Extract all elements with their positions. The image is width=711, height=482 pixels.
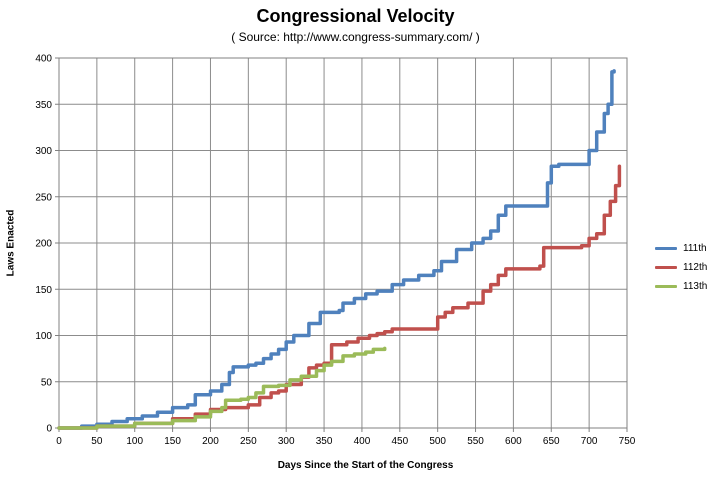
legend-swatch bbox=[655, 266, 677, 269]
legend-item-113th: 113th bbox=[655, 277, 707, 296]
x-tick-label: 500 bbox=[429, 436, 446, 447]
legend-label: 113th bbox=[683, 281, 708, 292]
x-tick-label: 600 bbox=[505, 436, 522, 447]
x-tick-label: 100 bbox=[126, 436, 143, 447]
x-tick-label: 700 bbox=[581, 436, 598, 447]
x-axis-label: Days Since the Start of the Congress bbox=[277, 460, 454, 471]
chart-title: Congressional Velocity bbox=[256, 6, 455, 26]
x-tick-label: 200 bbox=[202, 436, 219, 447]
y-tick-label: 350 bbox=[35, 100, 52, 111]
chart-subtitle: ( Source: http://www.congress-summary.co… bbox=[231, 30, 480, 44]
x-tick-label: 50 bbox=[91, 436, 103, 447]
x-tick-label: 0 bbox=[56, 436, 62, 447]
legend-label: 112th bbox=[683, 262, 708, 273]
legend-item-111th: 111th bbox=[655, 239, 707, 258]
y-tick-label: 0 bbox=[46, 424, 52, 435]
y-tick-label: 300 bbox=[35, 146, 52, 157]
legend-swatch bbox=[655, 247, 677, 250]
x-tick-label: 550 bbox=[467, 436, 484, 447]
legend-item-112th: 112th bbox=[655, 258, 707, 277]
y-tick-label: 250 bbox=[35, 192, 52, 203]
series-line-113th bbox=[57, 346, 387, 430]
x-tick-label: 150 bbox=[164, 436, 181, 447]
x-tick-label: 400 bbox=[354, 436, 371, 447]
series-line-111th bbox=[57, 69, 616, 430]
series-line-112th bbox=[57, 164, 622, 430]
y-tick-label: 400 bbox=[35, 54, 52, 65]
x-tick-label: 250 bbox=[240, 436, 257, 447]
x-tick-label: 750 bbox=[619, 436, 636, 447]
legend-swatch bbox=[655, 285, 677, 288]
x-tick-label: 350 bbox=[316, 436, 333, 447]
x-tick-label: 300 bbox=[278, 436, 295, 447]
legend-label: 111th bbox=[683, 243, 707, 254]
x-tick-label: 450 bbox=[391, 436, 408, 447]
chart-legend: 111th 112th 113th bbox=[655, 239, 707, 296]
y-tick-label: 200 bbox=[35, 239, 52, 250]
x-tick-label: 650 bbox=[543, 436, 560, 447]
y-tick-label: 50 bbox=[41, 377, 53, 388]
y-tick-label: 100 bbox=[35, 331, 52, 342]
y-tick-label: 150 bbox=[35, 285, 52, 296]
